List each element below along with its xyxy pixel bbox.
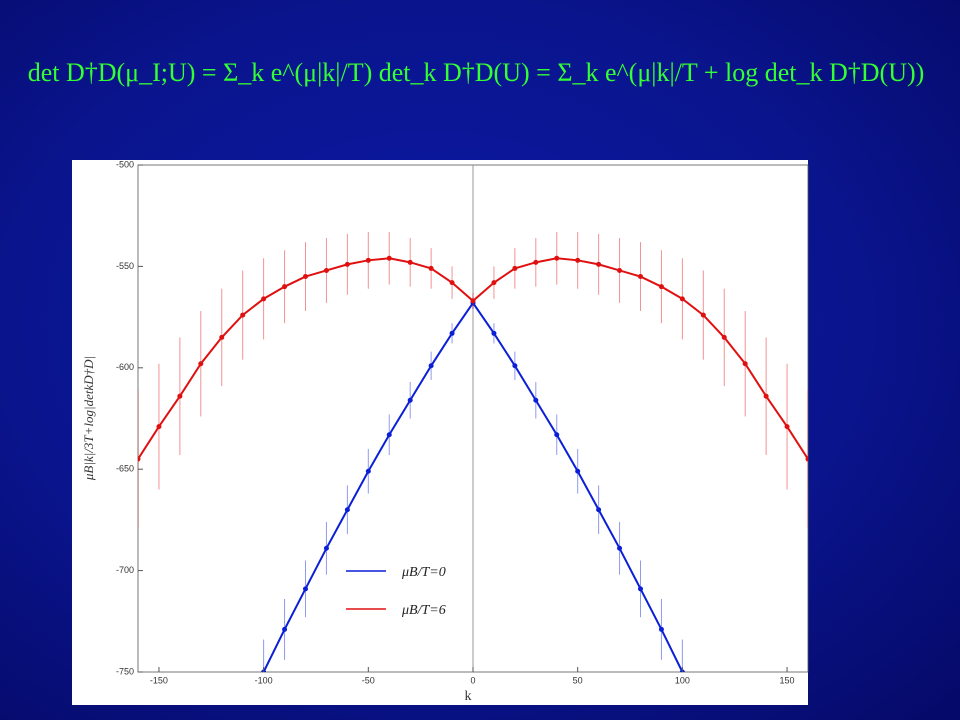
- point: [617, 545, 623, 551]
- point: [240, 312, 246, 318]
- point: [407, 397, 413, 403]
- point: [282, 626, 288, 632]
- y-axis-label: μB|k|/3T+log|detkD†D|: [81, 356, 96, 481]
- point: [365, 257, 371, 263]
- point: [742, 361, 748, 367]
- x-tick-label: 0: [470, 675, 475, 685]
- point: [512, 363, 518, 369]
- point: [575, 468, 581, 474]
- point: [138, 456, 141, 462]
- chart-panel: [72, 160, 808, 705]
- point: [784, 424, 790, 430]
- plot-area: [138, 165, 808, 672]
- point: [470, 298, 476, 304]
- point: [407, 259, 413, 265]
- axes: -750-700-650-600-550-500-150 -100 -50 0 50 10…: [116, 159, 795, 685]
- y-tick-label: -650: [116, 464, 134, 474]
- x-tick-label: 100: [675, 675, 690, 685]
- x-tick-label: -150: [150, 675, 168, 685]
- legend: μB/T=0 μB/T=6: [346, 565, 446, 618]
- point: [617, 267, 623, 273]
- x-axis-label: k: [465, 689, 472, 704]
- point: [512, 265, 518, 271]
- x-tick-label: 150: [780, 675, 795, 685]
- point: [638, 586, 643, 592]
- point: [658, 284, 664, 290]
- point: [658, 626, 664, 632]
- legend-label: μB/T=6: [401, 603, 446, 618]
- y-tick-label: -500: [116, 159, 134, 169]
- x-tick-label: 50: [573, 675, 583, 685]
- point: [386, 432, 392, 438]
- point: [721, 334, 727, 340]
- y-tick-label: -700: [116, 565, 134, 575]
- point: [554, 255, 560, 261]
- point: [386, 255, 392, 261]
- point: [323, 267, 329, 273]
- point: [156, 424, 162, 430]
- point: [198, 361, 204, 367]
- legend-label: μB/T=0: [401, 565, 446, 580]
- point: [282, 284, 288, 290]
- point: [428, 363, 434, 369]
- x-tick-label: -100: [255, 675, 273, 685]
- point: [700, 312, 706, 318]
- point: [449, 330, 455, 336]
- point: [491, 280, 497, 286]
- point: [533, 259, 539, 265]
- point: [303, 586, 308, 592]
- point: [596, 507, 602, 513]
- point: [323, 545, 329, 551]
- point: [679, 296, 685, 302]
- point: [365, 468, 371, 474]
- point: [596, 261, 602, 267]
- point: [428, 265, 434, 271]
- formula: det D†D(μ_I;U) = Σ_k e^(μ|k|/T) det_k D†…: [28, 58, 925, 87]
- point: [805, 456, 808, 462]
- point: [554, 432, 560, 438]
- point: [533, 397, 539, 403]
- y-tick-label: -600: [116, 362, 134, 372]
- point: [177, 393, 183, 399]
- x-tick-label: -50: [362, 675, 375, 685]
- point: [219, 334, 225, 340]
- point: [303, 274, 308, 280]
- point: [344, 507, 350, 513]
- point: [491, 330, 497, 336]
- y-tick-label: -550: [116, 261, 134, 271]
- y-tick-label: -750: [116, 666, 134, 676]
- point: [763, 393, 769, 399]
- point: [449, 280, 455, 286]
- point: [344, 261, 350, 267]
- point: [638, 274, 643, 280]
- point: [261, 296, 267, 302]
- point: [575, 257, 581, 263]
